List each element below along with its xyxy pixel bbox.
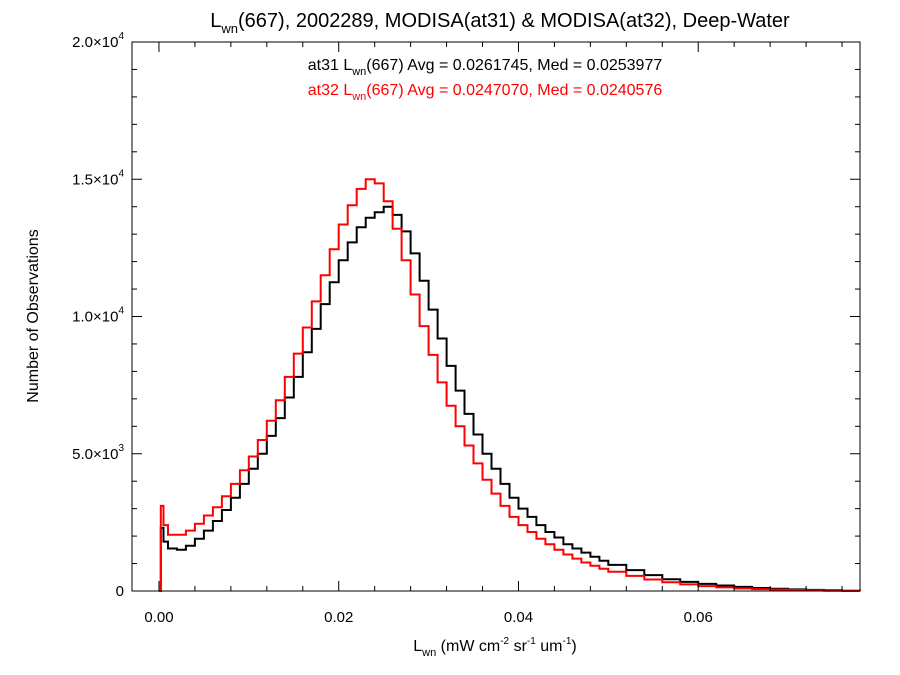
y-tick-label: 1.0×104 [72,306,124,326]
series-at31 [159,205,861,592]
series-layer [159,178,861,592]
axes-layer: 0.00 0.02 0.04 0.06 0 5.0×103 1.0×104 1.5×104 2.… [72,31,861,626]
plot-frame [131,41,861,592]
chart-title: Lwn(667), 2002289, MODISA(at31) & MODISA… [210,10,790,36]
y-axis-label: Number of Observations [25,229,42,402]
x-tick-label: 0.06 [684,609,713,626]
annotation-at32: at32 Lwn(667) Avg = 0.0247070, Med = 0.0… [308,82,663,103]
x-tick-label: 0.04 [504,609,533,626]
series-at32 [159,178,861,592]
x-tick-label: 0.02 [324,609,353,626]
y-tick-label: 5.0×103 [72,443,124,463]
x-axis-label: Lwn (mW cm-2 sr-1 um-1) [413,636,576,659]
y-tick-label: 0 [116,583,124,600]
annotation-at31: at31 Lwn(667) Avg = 0.0261745, Med = 0.0… [308,57,663,78]
y-tick-label: 2.0×104 [72,31,124,51]
y-tick-label: 1.5×104 [72,168,124,188]
x-tick-label: 0.00 [144,609,173,626]
